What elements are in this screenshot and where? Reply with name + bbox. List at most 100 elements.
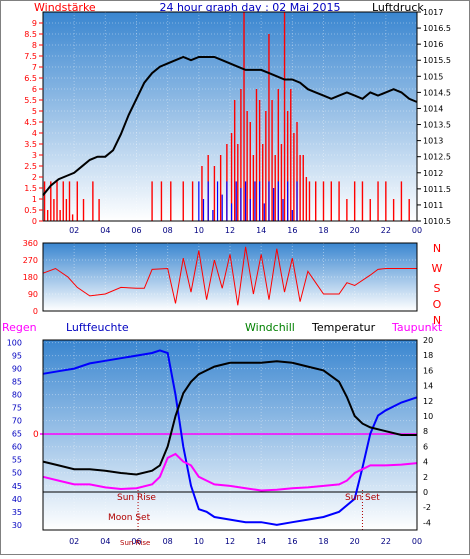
p3-right-tick-label: -4 [423, 518, 431, 527]
p1-right-tick-label: 1016 [423, 40, 443, 49]
p1-right-tick-label: 1014 [423, 104, 443, 113]
p3-x-tick-label: 08 [163, 537, 173, 546]
p3-left-tick-label: 55 [12, 456, 22, 465]
legend-temperatur: Temperatur [311, 321, 376, 334]
panel2-frame [42, 242, 418, 312]
p1-right-tick-label: 1012.5 [423, 153, 451, 162]
panel1-frame [42, 11, 418, 222]
p3-x-tick-label: 18 [318, 537, 328, 546]
p1-left-tick-label: 0.5 [24, 206, 37, 215]
p3-left-tick-label: 60 [12, 443, 22, 452]
p2-left-tick-label: 360 [23, 239, 38, 248]
p3-x-tick-label: 16 [287, 537, 297, 546]
p3-left-tick-label: 50 [12, 469, 22, 478]
p1-right-tick-label: 1015 [423, 72, 443, 81]
p3-left-tick-label: 85 [12, 378, 22, 387]
p3-x-tick-label: 02 [69, 537, 79, 546]
p3-right-tick-label: 14 [423, 382, 433, 391]
p1-right-tick-label: 1013 [423, 137, 443, 146]
p3-right-tick-label: 0 [423, 488, 428, 497]
legend-luftfeuchte: Luftfeuchte [66, 321, 129, 334]
p1-left-tick-label: 8.5 [24, 30, 37, 39]
p1-left-tick-label: 6 [32, 85, 37, 94]
p1-left-tick-label: 3 [32, 151, 37, 160]
panel1-data [42, 12, 418, 221]
p1-right-tick-label: 1014.5 [423, 88, 451, 97]
rain-zero-label: 0 [33, 430, 39, 440]
p1-x-tick-label: 08 [163, 226, 173, 235]
p3-left-tick-label: 35 [12, 508, 22, 517]
p1-right-tick-label: 1013.5 [423, 121, 451, 130]
header-right-label: Luftdruck [372, 1, 424, 14]
panel1-axes: 98.587.576.565.554.543.532.521.510.50101… [24, 8, 451, 235]
p1-left-tick-label: 7 [32, 63, 37, 72]
humidity-line [42, 349, 418, 526]
p3-x-tick-label: 12 [225, 537, 235, 546]
p1-left-tick-label: 1 [32, 195, 37, 204]
p1-right-tick-label: 1011 [423, 201, 443, 210]
panel3-frame [42, 339, 418, 531]
panel3-data [40, 349, 418, 530]
legend-regen: Regen [2, 321, 37, 334]
p2-left-tick-label: 0 [33, 307, 38, 316]
sun-rise-bottom-label: Sun Rise [120, 539, 150, 547]
legend-windchill: Windchill [245, 321, 295, 334]
p1-left-tick-label: 7.5 [24, 52, 37, 61]
panel3-grid [43, 340, 418, 530]
p2-compass-label: N [433, 242, 441, 255]
p1-right-tick-label: 1012 [423, 169, 443, 178]
p3-left-tick-label: 30 [12, 521, 22, 530]
p3-right-tick-label: 10 [423, 412, 433, 421]
wind-direction-line [42, 246, 417, 306]
p3-left-tick-label: 80 [12, 391, 22, 400]
p1-x-tick-label: 06 [131, 226, 141, 235]
p1-right-tick-label: 1015.5 [423, 56, 451, 65]
p3-left-tick-label: 70 [12, 417, 22, 426]
p2-compass-label: S [434, 282, 441, 295]
p3-right-tick-label: 12 [423, 397, 433, 406]
p3-right-tick-label: 8 [423, 427, 428, 436]
sun-rise-label: Sun Rise [117, 493, 156, 503]
p1-right-tick-label: 1010.5 [423, 217, 451, 226]
p1-right-tick-label: 1011.5 [423, 185, 451, 194]
p2-left-tick-label: 270 [23, 256, 38, 265]
moon-set-label: Moon Set [108, 513, 151, 523]
p3-left-tick-label: 90 [12, 365, 22, 374]
p1-left-tick-label: 5.5 [24, 96, 37, 105]
pressure-line [42, 55, 418, 196]
p2-left-tick-label: 90 [28, 290, 38, 299]
p2-compass-label: O [433, 298, 442, 311]
header-title: 24 hour graph day : 02 Mai 2015 [159, 1, 340, 14]
p1-x-tick-label: 10 [194, 226, 204, 235]
p1-left-tick-label: 3.5 [24, 140, 37, 149]
p1-left-tick-label: 0 [32, 217, 37, 226]
p3-right-tick-label: 20 [423, 336, 433, 345]
p1-x-tick-label: 12 [225, 226, 235, 235]
p1-right-tick-label: 1017 [423, 8, 443, 17]
p1-left-tick-label: 1.5 [24, 184, 37, 193]
p3-x-tick-label: 14 [256, 537, 266, 546]
p3-x-tick-label: 06 [131, 537, 141, 546]
p1-left-tick-label: 4.5 [24, 118, 37, 127]
p1-left-tick-label: 2.5 [24, 162, 37, 171]
p1-x-tick-label: 02 [69, 226, 79, 235]
p3-left-tick-label: 75 [12, 404, 22, 413]
panel3-axes: 1009590858075706560555045403530201816141… [7, 336, 433, 546]
p1-left-tick-label: 9 [32, 19, 37, 28]
p1-right-tick-label: 1016.5 [423, 24, 451, 33]
p1-x-tick-label: 20 [350, 226, 360, 235]
sun-set-label: Sun Set [345, 493, 380, 503]
p3-left-tick-label: 45 [12, 482, 22, 491]
p1-left-tick-label: 8 [32, 41, 37, 50]
p1-x-tick-label: 16 [287, 226, 297, 235]
p3-left-tick-label: 65 [12, 430, 22, 439]
header-left-label: Windstärke [34, 1, 96, 14]
p1-left-tick-label: 2 [32, 173, 37, 182]
p3-right-tick-label: 2 [423, 473, 428, 482]
p1-x-tick-label: 22 [381, 226, 391, 235]
p3-x-tick-label: 00 [412, 537, 422, 546]
p1-x-tick-label: 00 [412, 226, 422, 235]
